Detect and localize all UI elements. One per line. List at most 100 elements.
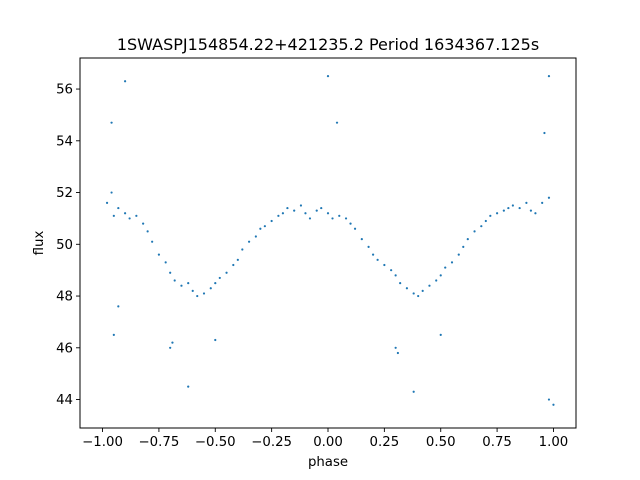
data-point (480, 225, 483, 228)
data-point (457, 253, 460, 256)
x-tick-label: −0.50 (195, 435, 236, 450)
data-point (315, 209, 318, 212)
data-point (518, 206, 521, 210)
data-point (383, 263, 386, 267)
x-tick-label: −0.75 (139, 435, 180, 450)
data-point (209, 287, 212, 290)
data-point (277, 214, 280, 217)
x-tick-label: −1.00 (82, 435, 123, 450)
data-point (128, 217, 131, 220)
x-tick-label: −0.25 (251, 435, 292, 450)
data-point (371, 253, 375, 256)
x-tick-label: 0.00 (313, 435, 343, 450)
data-point (157, 253, 161, 256)
y-tick-label: 56 (56, 83, 73, 98)
data-point (117, 206, 120, 210)
x-axis-label: phase (308, 455, 348, 470)
data-point (171, 341, 174, 344)
data-point (173, 279, 176, 282)
data-point (270, 219, 273, 223)
data-point (308, 217, 312, 220)
data-point (421, 289, 424, 292)
data-point (263, 225, 266, 228)
x-tick-label: 0.50 (426, 435, 456, 450)
data-point (394, 274, 397, 277)
data-point (123, 212, 127, 215)
data-point (376, 258, 379, 261)
data-point (399, 282, 402, 285)
data-point (236, 258, 239, 261)
data-point (142, 222, 145, 225)
data-point (117, 305, 120, 308)
data-point (547, 398, 551, 401)
data-point (180, 284, 183, 287)
data-point (196, 294, 199, 298)
y-tick-label: 54 (56, 134, 73, 149)
data-point (304, 212, 307, 215)
data-point (331, 217, 334, 220)
data-point (444, 266, 447, 269)
data-point (232, 263, 235, 267)
x-tick-label: 1.00 (539, 435, 569, 450)
data-point (394, 346, 397, 349)
data-point (484, 219, 487, 223)
x-tick-label: 0.75 (482, 435, 512, 450)
data-point (412, 292, 415, 295)
data-point (286, 206, 289, 210)
data-point (254, 235, 257, 238)
data-point (547, 196, 551, 199)
data-point (495, 212, 499, 215)
data-point (320, 206, 323, 210)
y-axis-label: flux (32, 231, 47, 256)
data-point (439, 274, 442, 277)
data-point (489, 214, 492, 217)
data-point (110, 191, 113, 194)
data-point (541, 201, 544, 204)
data-point (435, 279, 438, 282)
data-point (299, 204, 303, 207)
data-point (218, 276, 221, 280)
data-point (529, 209, 533, 212)
chart-title: 1SWASPJ154854.22+421235.2 Period 1634367… (117, 35, 539, 54)
data-point (396, 351, 399, 355)
data-point (112, 214, 115, 217)
data-point (112, 333, 115, 336)
data-point (338, 214, 341, 217)
data-point (547, 75, 551, 78)
data-point (335, 121, 339, 124)
data-point (552, 403, 555, 406)
data-point (281, 212, 285, 215)
data-point (202, 292, 206, 295)
data-point (169, 271, 172, 274)
data-point (259, 227, 262, 230)
data-point (326, 212, 330, 215)
data-point (191, 289, 194, 292)
data-point (543, 131, 546, 135)
data-point (367, 245, 370, 248)
data-point (164, 261, 167, 264)
y-tick-label: 50 (56, 238, 73, 253)
y-tick-label: 46 (56, 341, 73, 356)
data-point (439, 333, 442, 336)
data-point (525, 201, 528, 204)
data-point (417, 294, 420, 298)
data-point (151, 240, 154, 243)
data-point (225, 271, 228, 274)
data-point (326, 75, 330, 78)
data-point (169, 346, 172, 349)
data-point (507, 206, 510, 210)
data-points (105, 75, 555, 406)
data-point (349, 222, 352, 225)
data-point (110, 121, 113, 124)
y-tick-label: 44 (56, 393, 73, 408)
data-point (450, 261, 454, 264)
data-point (187, 282, 190, 285)
data-point (247, 240, 251, 243)
data-point (534, 212, 537, 215)
data-point (214, 338, 217, 342)
data-point (214, 282, 217, 285)
x-tick-label: 0.25 (370, 435, 400, 450)
y-tick-label: 48 (56, 290, 73, 305)
data-point (123, 80, 127, 83)
